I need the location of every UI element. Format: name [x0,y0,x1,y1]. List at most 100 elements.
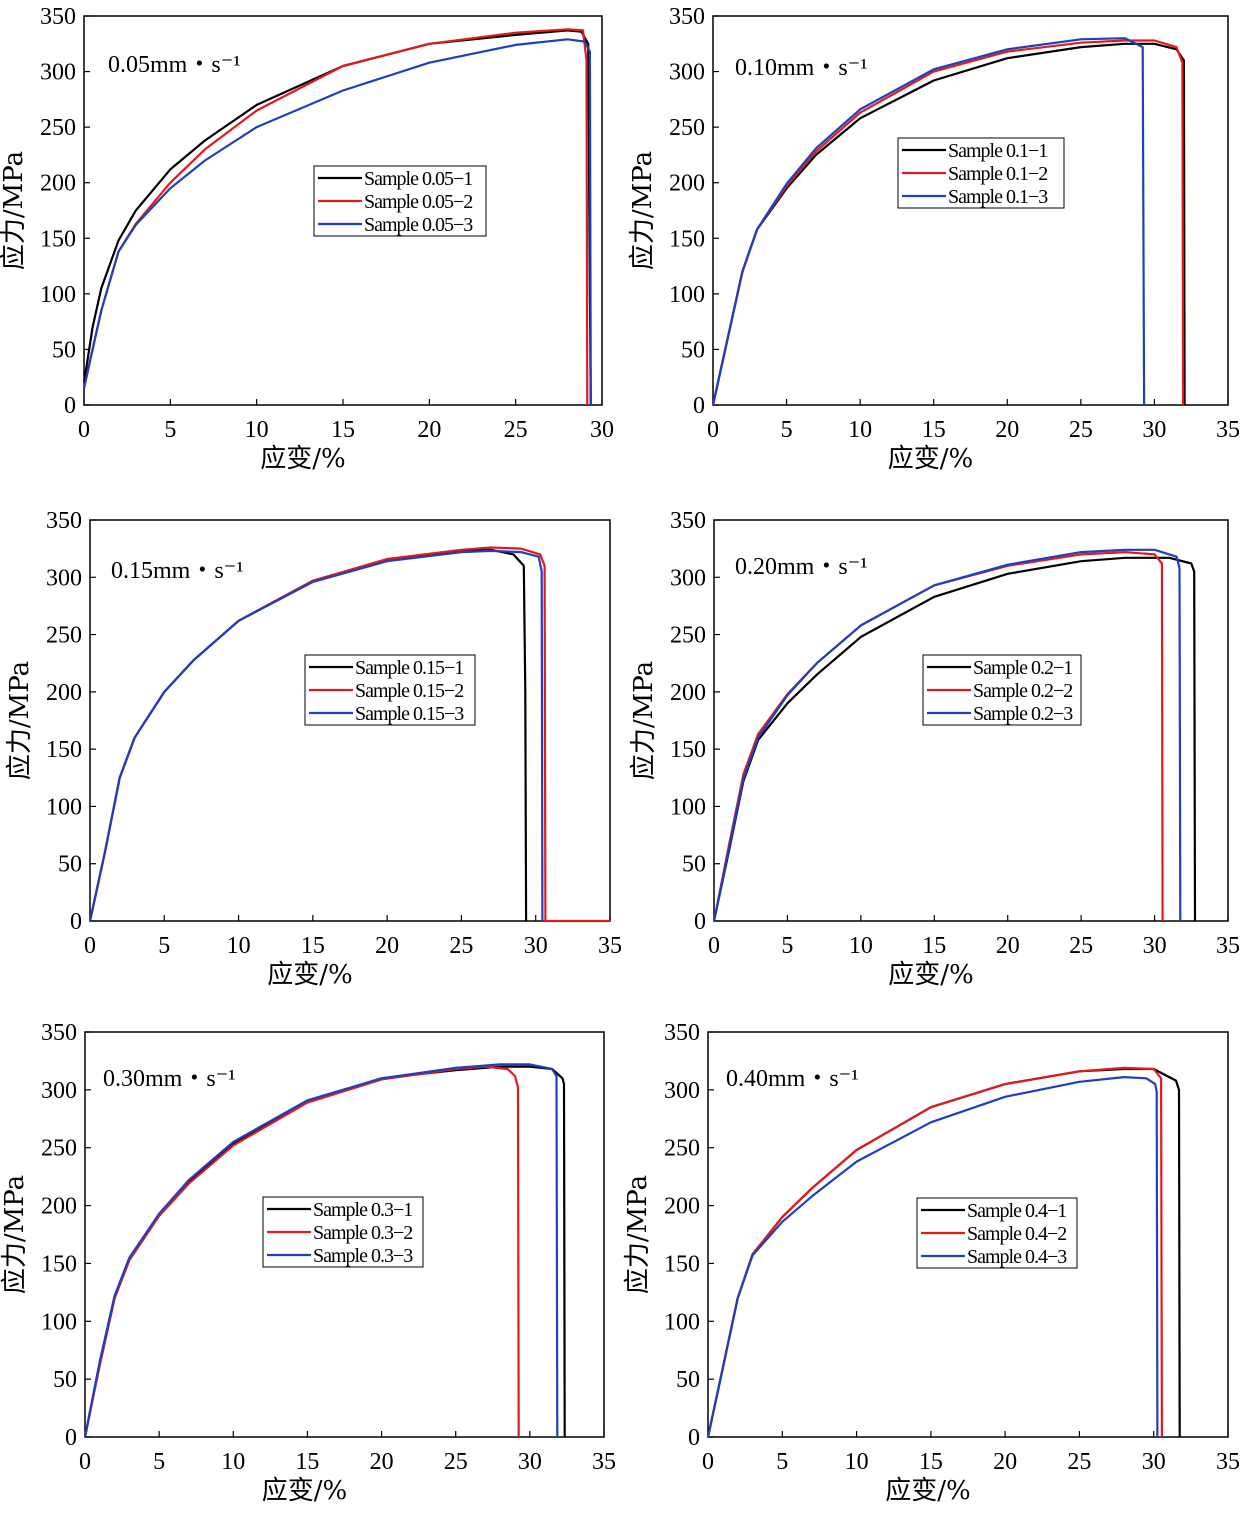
series-line-1 [88,548,528,922]
x-tick-label: 10 [845,1449,869,1475]
strain-rate-label: 0.20mm・s⁻¹ [735,554,868,580]
y-tick-label: 300 [40,60,76,86]
y-tick-label: 300 [669,60,705,86]
y-tick-label: 200 [40,171,76,197]
y-tick-label: 50 [53,1367,77,1393]
strain-rate-label: 0.40mm・s⁻¹ [726,1066,859,1092]
series-line-2 [712,550,1164,922]
x-tick-label: 35 [598,933,622,959]
x-tick-label: 15 [301,933,325,959]
y-tick-label: 250 [41,1136,77,1162]
x-tick-label: 35 [1216,417,1240,443]
y-tick-label: 0 [693,393,705,419]
legend-entry: Sample 0.3−1 [313,1199,412,1221]
y-tick-label: 100 [669,282,705,308]
x-tick-label: 15 [919,1449,943,1475]
x-tick-label: 10 [221,1449,245,1475]
y-tick-label: 350 [670,508,706,534]
x-tick-label: 10 [848,417,872,443]
y-tick-label: 200 [664,1194,700,1220]
y-tick-label: 300 [41,1078,77,1104]
y-tick-label: 350 [669,4,705,30]
plot-frame [89,519,611,922]
y-tick-label: 250 [40,115,76,141]
legend-entry: Sample 0.1−3 [948,186,1048,208]
x-axis-label: 应变/% [267,960,352,990]
series-line-3 [83,1063,559,1438]
x-tick-label: 15 [922,933,946,959]
x-tick-label: 30 [1142,417,1166,443]
y-tick-label: 100 [40,282,76,308]
x-tick-label: 5 [164,417,176,443]
series-line-2 [711,39,1185,406]
y-axis-label: 应力/MPa [629,661,659,780]
x-axis-label: 应变/% [888,960,973,990]
y-tick-label: 50 [58,852,82,878]
legend-entry: Sample 0.15−2 [355,680,463,702]
y-tick-label: 0 [64,393,76,419]
x-tick-label: 35 [1216,1449,1240,1475]
series-line-3 [88,549,544,922]
y-tick-label: 250 [46,623,82,649]
series-line-3 [712,548,1182,922]
y-tick-label: 50 [681,337,705,363]
plot-frame [713,519,1229,922]
x-axis-label: 应变/% [888,444,973,474]
series-line-2 [88,546,610,923]
y-tick-label: 100 [41,1309,77,1335]
x-tick-label: 5 [158,933,170,959]
x-tick-label: 20 [417,417,441,443]
x-tick-label: 20 [993,1449,1017,1475]
series-line-1 [712,556,1197,922]
legend-entry: Sample 0.15−3 [355,703,464,725]
y-tick-label: 200 [670,680,706,706]
y-tick-label: 350 [41,1020,77,1046]
y-axis-label: 应力/MPa [0,151,29,270]
x-tick-label: 20 [370,1449,394,1475]
x-tick-label: 0 [707,417,719,443]
x-tick-label: 0 [84,933,96,959]
chart-panel-5: 0 5 10 15 20 25 30 35050100150200250300350应变/%应… [0,1020,616,1506]
y-tick-label: 100 [664,1309,700,1335]
y-tick-label: 350 [664,1020,700,1046]
y-tick-label: 300 [46,565,82,591]
y-tick-label: 50 [676,1367,700,1393]
y-tick-label: 350 [40,4,76,30]
x-tick-label: 25 [1067,1449,1091,1475]
y-tick-label: 250 [669,115,705,141]
x-tick-label: 0 [708,933,720,959]
x-tick-label: 25 [504,417,528,443]
y-tick-label: 300 [670,565,706,591]
x-tick-label: 5 [776,1449,788,1475]
y-tick-label: 150 [46,737,82,763]
y-tick-label: 150 [41,1251,77,1277]
y-tick-label: 300 [664,1078,700,1104]
legend-entry: Sample 0.3−2 [313,1222,412,1244]
y-axis-label: 应力/MPa [628,151,658,270]
y-tick-label: 250 [670,623,706,649]
x-tick-label: 30 [524,933,548,959]
chart-panel-3: 0 5 10 15 20 25 30 35050100150200250300350应变/%应… [5,508,622,990]
plot-frame [84,1031,605,1438]
x-tick-label: 25 [444,1449,468,1475]
series-line-3 [711,37,1146,406]
legend-entry: Sample 0.2−1 [973,657,1072,679]
chart-panel-6: 0 5 10 15 20 25 30 35050100150200250300350应变/%应… [623,1020,1240,1506]
y-tick-label: 150 [664,1251,700,1277]
strain-rate-label: 0.15mm・s⁻¹ [111,558,244,584]
x-tick-label: 15 [331,417,355,443]
legend-entry: Sample 0.3−3 [313,1245,413,1267]
x-axis-label: 应变/% [262,1476,347,1506]
x-tick-label: 30 [1142,1449,1166,1475]
series-line-3 [82,38,592,406]
x-tick-label: 20 [995,417,1019,443]
x-tick-label: 5 [153,1449,165,1475]
y-tick-label: 200 [41,1194,77,1220]
legend-entry: Sample 0.05−1 [364,168,472,190]
x-tick-label: 0 [702,1449,714,1475]
y-tick-label: 350 [46,508,82,534]
x-tick-label: 15 [922,417,946,443]
